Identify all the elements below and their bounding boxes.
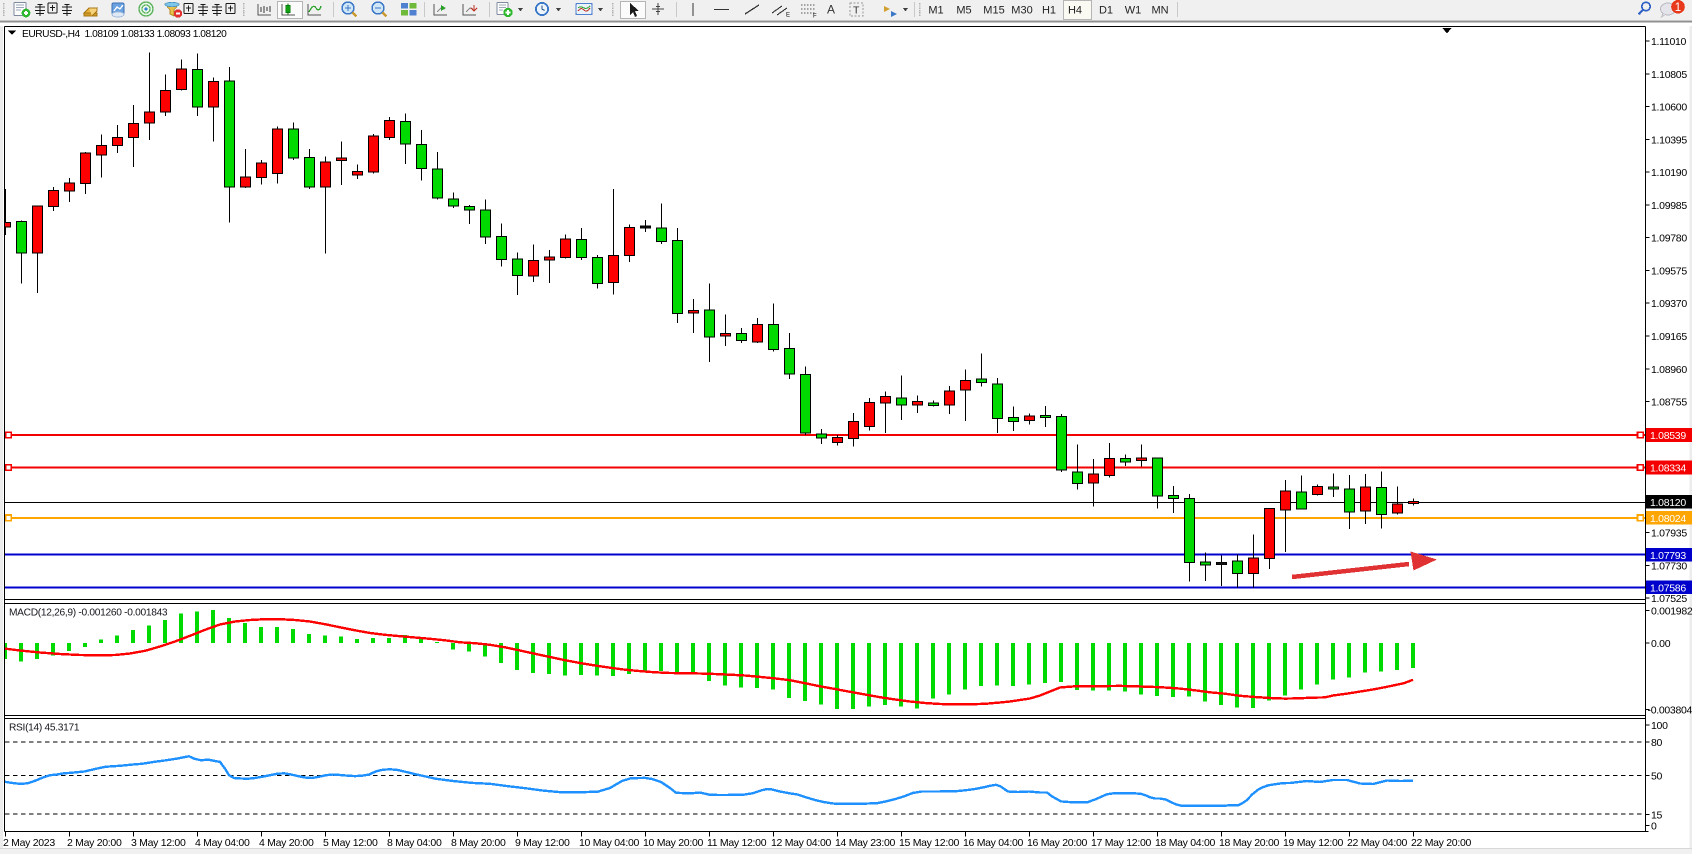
svg-text:10 May 04:00: 10 May 04:00 <box>579 837 639 849</box>
svg-text:15: 15 <box>1651 810 1663 822</box>
svg-text:1.09165: 1.09165 <box>1651 331 1687 343</box>
svg-text:2 May 20:00: 2 May 20:00 <box>67 837 122 849</box>
svg-text:1.08960: 1.08960 <box>1651 364 1687 376</box>
svg-text:E: E <box>786 13 790 19</box>
svg-text:1.10395: 1.10395 <box>1651 134 1687 146</box>
svg-text:22 May 04:00: 22 May 04:00 <box>1347 837 1407 849</box>
svg-text:5 May 12:00: 5 May 12:00 <box>323 837 378 849</box>
svg-text:1.07793: 1.07793 <box>1650 550 1686 562</box>
svg-text:100: 100 <box>1651 720 1668 732</box>
svg-text:1.08120: 1.08120 <box>1650 497 1686 509</box>
svg-text:1.08024: 1.08024 <box>1650 513 1686 525</box>
svg-text:1.08539: 1.08539 <box>1650 430 1686 442</box>
svg-text:12 May 04:00: 12 May 04:00 <box>771 837 831 849</box>
svg-text:10 May 20:00: 10 May 20:00 <box>643 837 703 849</box>
svg-text:4 May 20:00: 4 May 20:00 <box>259 837 314 849</box>
svg-text:RSI(14) 45.3171: RSI(14) 45.3171 <box>9 723 80 734</box>
svg-text:H4: H4 <box>1068 5 1082 17</box>
svg-text:1.09370: 1.09370 <box>1651 298 1687 310</box>
svg-text:11 May 12:00: 11 May 12:00 <box>707 837 767 849</box>
svg-text:1.09575: 1.09575 <box>1651 266 1687 278</box>
svg-text:14 May 23:00: 14 May 23:00 <box>835 837 895 849</box>
svg-text:0.00: 0.00 <box>1651 638 1671 650</box>
svg-text:3 May 12:00: 3 May 12:00 <box>131 837 186 849</box>
svg-text:1.09985: 1.09985 <box>1651 200 1687 212</box>
svg-text:MN: MN <box>1151 5 1168 17</box>
svg-text:1.08755: 1.08755 <box>1651 397 1687 409</box>
svg-text:1.07586: 1.07586 <box>1650 583 1686 595</box>
svg-text:1.08334: 1.08334 <box>1650 463 1686 475</box>
svg-text:1.10190: 1.10190 <box>1651 167 1687 179</box>
svg-text:M15: M15 <box>983 5 1004 17</box>
svg-text:22 May 20:00: 22 May 20:00 <box>1411 837 1471 849</box>
svg-text:4 May 04:00: 4 May 04:00 <box>195 837 250 849</box>
svg-text:0.001982: 0.001982 <box>1651 606 1692 618</box>
svg-text:18 May 04:00: 18 May 04:00 <box>1155 837 1215 849</box>
svg-text:1.11010: 1.11010 <box>1651 36 1687 48</box>
svg-text:16 May 20:00: 16 May 20:00 <box>1027 837 1087 849</box>
svg-text:8 May 20:00: 8 May 20:00 <box>451 837 506 849</box>
svg-text:19 May 12:00: 19 May 12:00 <box>1283 837 1343 849</box>
svg-text:50: 50 <box>1651 770 1663 782</box>
svg-text:8 May 04:00: 8 May 04:00 <box>387 837 442 849</box>
svg-text:H1: H1 <box>1042 5 1056 17</box>
svg-text:18 May 20:00: 18 May 20:00 <box>1219 837 1279 849</box>
svg-text:MACD(12,26,9) -0.001260 -0.001: MACD(12,26,9) -0.001260 -0.001843 <box>9 608 168 619</box>
svg-text:1.09780: 1.09780 <box>1651 233 1687 245</box>
svg-text:EURUSD-,H4 1.08109 1.08133 1.: EURUSD-,H4 1.08109 1.08133 1.08093 1.081… <box>22 29 227 40</box>
svg-text:T: T <box>853 5 860 17</box>
svg-text:15 May 12:00: 15 May 12:00 <box>899 837 959 849</box>
svg-text:W1: W1 <box>1125 5 1142 17</box>
svg-text:A: A <box>827 3 835 17</box>
svg-text:1.10805: 1.10805 <box>1651 69 1687 81</box>
svg-text:2 May 2023: 2 May 2023 <box>3 837 55 849</box>
svg-text:1.07525: 1.07525 <box>1651 593 1687 605</box>
svg-text:M1: M1 <box>928 5 943 17</box>
svg-text:80: 80 <box>1651 737 1663 749</box>
svg-text:0: 0 <box>1651 821 1657 833</box>
svg-text:D1: D1 <box>1099 5 1113 17</box>
svg-text:1.07730: 1.07730 <box>1651 560 1687 572</box>
svg-text:1.07935: 1.07935 <box>1651 528 1687 540</box>
svg-text:1: 1 <box>1675 2 1681 14</box>
svg-text:-0.003804: -0.003804 <box>1648 705 1692 717</box>
svg-text:M5: M5 <box>956 5 971 17</box>
svg-text:M30: M30 <box>1011 5 1032 17</box>
svg-text:16 May 04:00: 16 May 04:00 <box>963 837 1023 849</box>
svg-text:F: F <box>813 14 817 20</box>
svg-text:17 May 12:00: 17 May 12:00 <box>1091 837 1151 849</box>
svg-text:9 May 12:00: 9 May 12:00 <box>515 837 570 849</box>
svg-text:1.10600: 1.10600 <box>1651 102 1687 114</box>
